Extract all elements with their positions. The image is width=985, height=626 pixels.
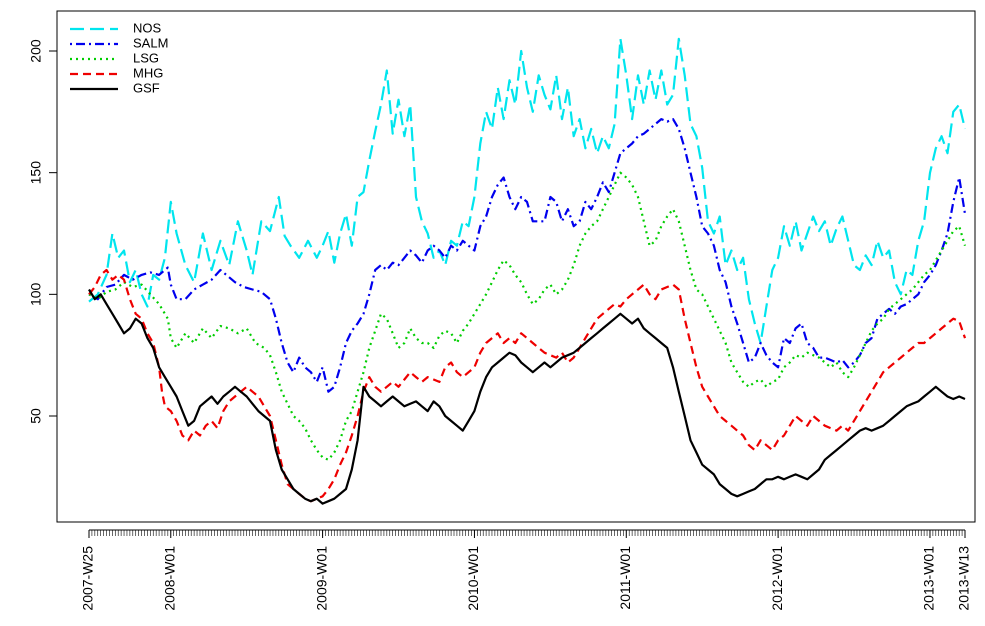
series-line-gsf — [88, 288, 966, 505]
x-tick-label: 2009-W01 — [313, 546, 329, 611]
x-tick-label: 2013-W01 — [921, 546, 937, 611]
y-tick-label: 200 — [28, 39, 44, 63]
x-tick-label: 2012-W01 — [769, 546, 785, 611]
x-tick-label: 2010-W01 — [465, 546, 481, 611]
y-axis: 50 100 150 200 — [28, 39, 58, 424]
y-tick-label: 100 — [28, 282, 44, 306]
plot-frame — [56, 10, 976, 523]
legend-label-salm: SALM — [133, 35, 168, 50]
x-tick-label: 2013-W13 — [956, 546, 972, 611]
y-tick-label: 150 — [28, 161, 44, 185]
legend-label-gsf: GSF — [133, 80, 160, 95]
series-line-lsg — [88, 171, 967, 461]
series-line-nos — [88, 37, 967, 345]
x-tick-label: 2011-W01 — [617, 546, 633, 610]
legend-label-nos: NOS — [133, 20, 162, 35]
y-tick-label: 50 — [28, 408, 44, 424]
legend-label-lsg: LSG — [133, 50, 159, 65]
legend-label-mhg: MHG — [133, 65, 163, 80]
series-layer — [88, 37, 967, 505]
series-line-salm — [88, 118, 967, 393]
series-line-mhg — [88, 268, 967, 503]
x-tick-label: 2008-W01 — [161, 546, 177, 611]
x-axis: 2007-W25 2008-W01 2009-W01 2010-W01 2011-W01… — [80, 529, 972, 611]
x-tick-label: 2007-W25 — [80, 546, 96, 611]
